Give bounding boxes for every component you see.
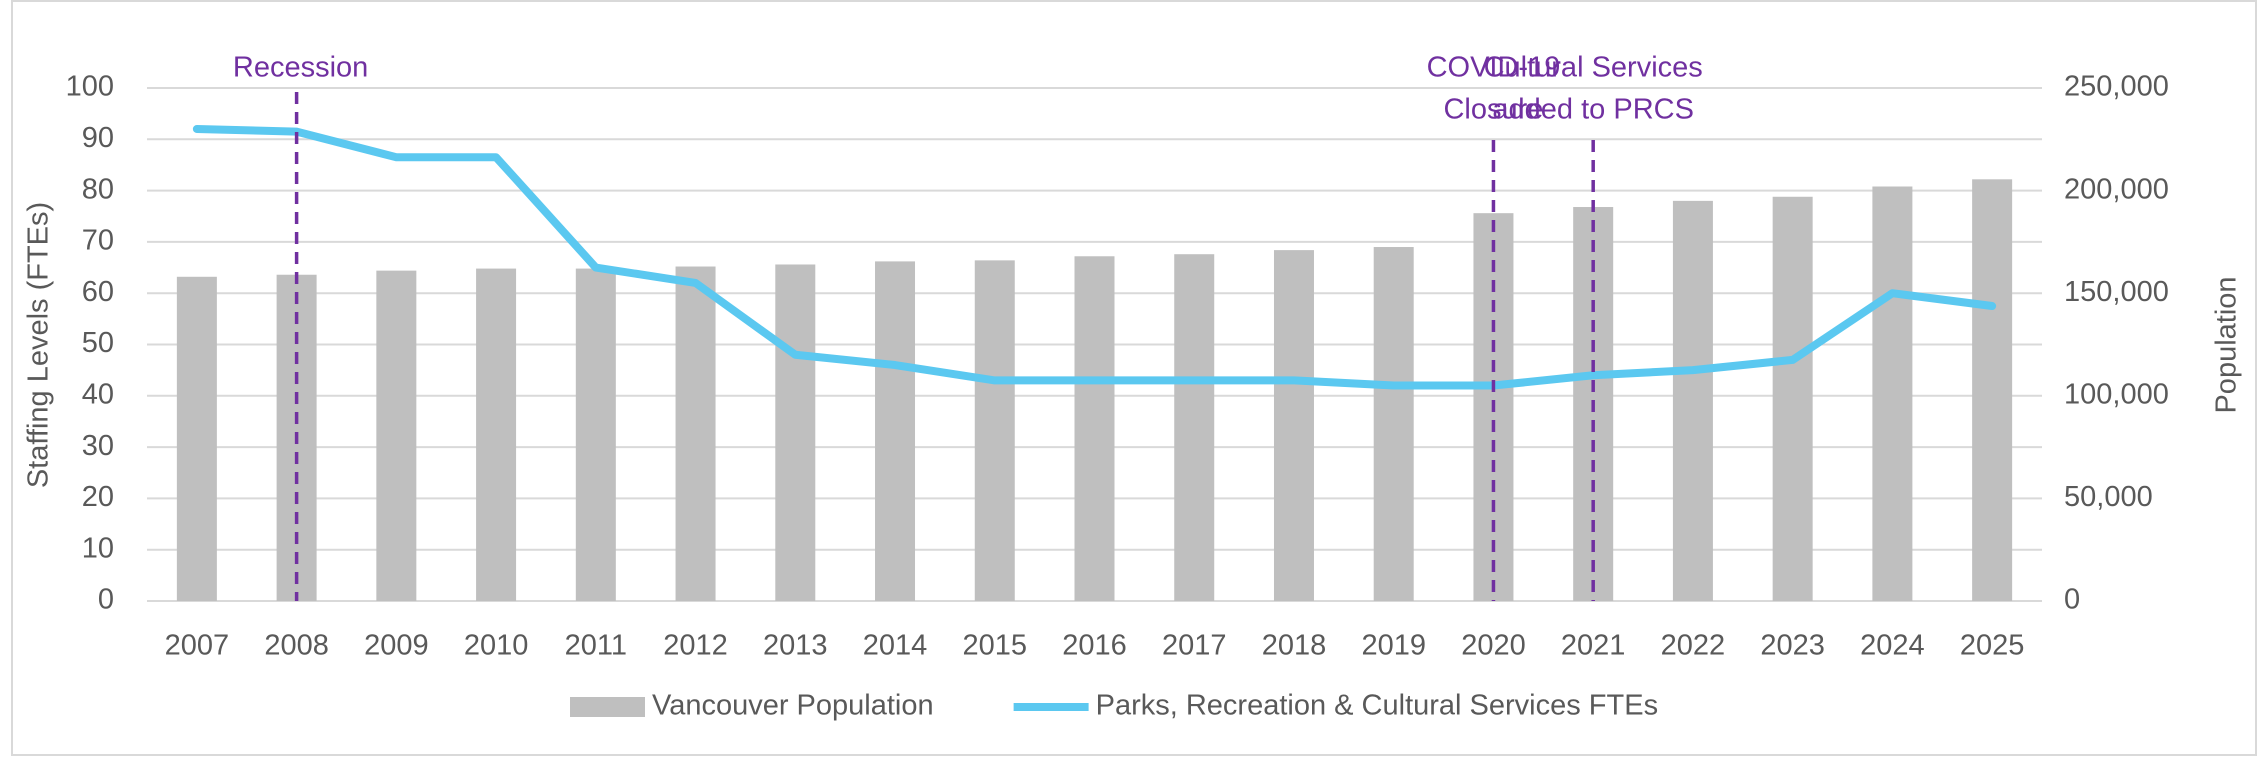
y-tick-label: 10 (82, 532, 114, 564)
bar (974, 260, 1015, 601)
y-tick-label: 0 (98, 584, 114, 616)
y2-tick-label: 50,000 (2064, 481, 2153, 513)
x-tick-label: 2007 (165, 630, 230, 662)
y-tick-label: 30 (82, 430, 114, 462)
x-tick-label: 2019 (1361, 630, 1426, 662)
y-tick-label: 50 (82, 327, 114, 359)
x-tick-label: 2022 (1661, 630, 1726, 662)
x-tick-label: 2023 (1760, 630, 1825, 662)
bar (875, 261, 916, 601)
legend-label: Vancouver Population (652, 690, 934, 722)
x-tick-label: 2025 (1960, 630, 2025, 662)
x-tick-label: 2008 (264, 630, 329, 662)
x-tick-label: 2018 (1262, 630, 1327, 662)
bar (1174, 254, 1215, 601)
y2-axis-title: Population (2211, 276, 2243, 413)
bar (1772, 196, 1813, 602)
annotation-label: added to PRCS (1492, 94, 1694, 126)
x-tick-label: 2012 (663, 630, 728, 662)
annotation-label: Recession (233, 52, 368, 84)
y2-tick-label: 250,000 (2064, 71, 2169, 103)
line (192, 125, 1997, 390)
y-tick-label: 40 (82, 378, 114, 410)
y-tick-label: 20 (82, 481, 114, 513)
y-tick-label: 100 (66, 71, 114, 103)
x-tick-label: 2014 (863, 630, 928, 662)
legend-swatch (570, 697, 645, 717)
x-tick-label: 2017 (1162, 630, 1227, 662)
bar (675, 266, 716, 601)
y2-tick-label: 200,000 (2064, 173, 2169, 205)
annotation-label: Closure (1443, 94, 1543, 126)
bar (775, 264, 816, 601)
y-tick-label: 80 (82, 173, 114, 205)
x-tick-label: 2009 (364, 630, 429, 662)
x-tick-label: 2013 (763, 630, 828, 662)
bar (476, 268, 517, 601)
bar (376, 270, 417, 601)
x-tick-label: 2010 (464, 630, 529, 662)
y-axis-title: Staffing Levels (FTEs) (23, 202, 55, 488)
chart-frame (11, 0, 2257, 756)
bar (1373, 247, 1414, 601)
bar (1872, 186, 1913, 601)
bar (1074, 256, 1115, 601)
bar (1273, 250, 1314, 601)
y2-tick-label: 0 (2064, 584, 2080, 616)
y2-tick-label: 100,000 (2064, 378, 2169, 410)
annotation-label: COVID-19 (1427, 52, 1561, 84)
y2-tick-label: 150,000 (2064, 276, 2169, 308)
x-tick-label: 2015 (963, 630, 1028, 662)
bar (575, 268, 616, 601)
bar (1672, 200, 1713, 602)
legend-label: Parks, Recreation & Cultural Services FT… (1096, 690, 1658, 722)
x-tick-label: 2020 (1461, 630, 1526, 662)
y-tick-label: 90 (82, 122, 114, 154)
x-tick-label: 2024 (1860, 630, 1925, 662)
bar (176, 276, 217, 601)
y-tick-label: 70 (82, 225, 114, 257)
y-tick-label: 60 (82, 276, 114, 308)
x-tick-label: 2016 (1062, 630, 1127, 662)
x-tick-label: 2021 (1561, 630, 1626, 662)
annotation-label: Cultural Services (1484, 52, 1703, 84)
x-tick-label: 2011 (565, 630, 627, 662)
bar (1972, 179, 2013, 601)
